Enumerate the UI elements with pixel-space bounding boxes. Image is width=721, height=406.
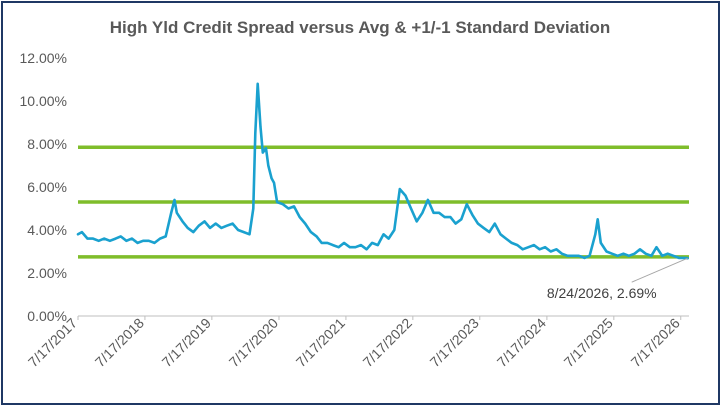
y-tick-label: 2.00% [27, 265, 67, 281]
annotations: 8/24/2026, 2.69% [547, 257, 688, 301]
series-group [76, 82, 689, 260]
y-tick-label: 10.00% [20, 93, 67, 109]
x-axis: 7/17/2017 7/17/2018 7/17/2019 7/17/2020 7/17… [25, 315, 683, 371]
series-line [76, 82, 689, 260]
y-tick-label: 4.00% [27, 222, 67, 238]
y-axis: 0.00% 2.00% 4.00% 6.00% 8.00% 10.00% 12.00% [20, 50, 67, 324]
y-tick-label: 6.00% [27, 179, 67, 195]
x-tick-label: 7/17/2020 [226, 315, 282, 371]
x-tick-label: 7/17/2019 [159, 315, 215, 371]
annotation-label: 8/24/2026, 2.69% [547, 285, 657, 301]
x-tick-label: 7/17/2025 [561, 315, 617, 371]
x-tick-label: 7/17/2018 [92, 315, 148, 371]
x-tick-label: 7/17/2022 [360, 315, 416, 371]
annotation-leader-line [631, 257, 688, 283]
x-tick-label: 7/17/2026 [628, 315, 684, 371]
y-tick-label: 0.00% [27, 308, 67, 324]
x-tick-label: 7/17/2021 [293, 315, 349, 371]
y-tick-label: 12.00% [20, 50, 67, 66]
y-tick-label: 8.00% [27, 136, 67, 152]
chart-title: High Yld Credit Spread versus Avg & +1/-… [110, 18, 611, 37]
x-tick-label: 7/17/2023 [427, 315, 483, 371]
x-tick-label: 7/17/2024 [494, 315, 550, 371]
reference-lines [78, 145, 689, 259]
